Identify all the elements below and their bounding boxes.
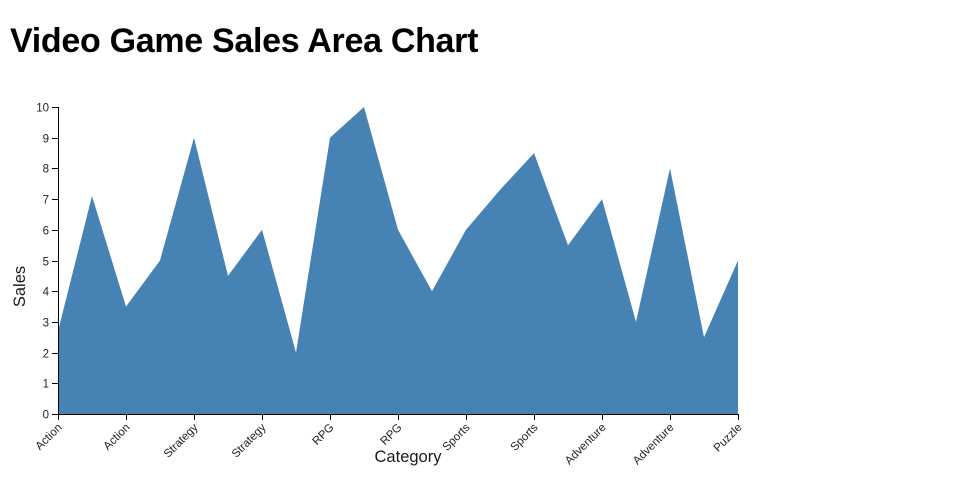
y-tick-label: 0	[43, 410, 49, 422]
x-tick-label: Adventure	[631, 422, 677, 468]
y-tick-label: 4	[43, 287, 50, 299]
x-tick-label: Strategy	[230, 421, 269, 460]
chart-title: Video Game Sales Area Chart	[10, 22, 479, 60]
x-tick-label: Strategy	[162, 421, 201, 460]
y-tick-label: 9	[43, 134, 49, 146]
y-tick-label: 3	[43, 318, 49, 330]
y-tick-label: 1	[43, 379, 49, 391]
y-tick-label: 8	[43, 164, 49, 176]
x-tick-label: RPG	[311, 422, 337, 448]
x-tick-label: RPG	[379, 422, 405, 448]
x-tick-label: Sports	[509, 421, 541, 453]
x-tick-label: Action	[34, 422, 65, 453]
y-tick-label: 2	[43, 349, 49, 361]
y-tick-label: 10	[36, 103, 49, 115]
x-tick-label: Puzzle	[712, 422, 745, 455]
x-tick-label: Sports	[441, 421, 473, 453]
y-tick-label: 6	[43, 226, 49, 238]
y-axis-title: Sales	[11, 266, 29, 307]
x-tick-label: Adventure	[563, 422, 609, 468]
y-tick-label: 5	[43, 257, 49, 269]
x-tick-label: Action	[102, 422, 133, 453]
x-axis-title: Category	[375, 448, 443, 466]
y-tick-label: 7	[43, 195, 49, 207]
area-fill	[58, 107, 738, 414]
